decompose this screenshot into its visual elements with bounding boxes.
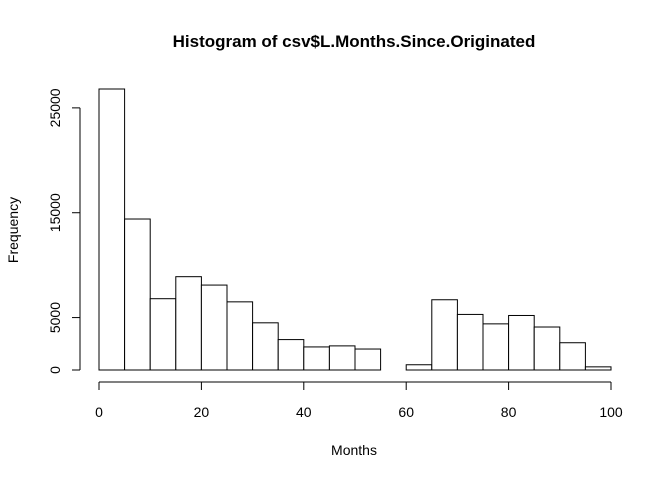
y-tick-label: 5000	[47, 302, 63, 333]
x-tick-label: 20	[194, 404, 210, 420]
histogram-bar	[584, 366, 612, 371]
histogram-bar	[149, 298, 177, 371]
histogram-bar	[431, 299, 458, 371]
histogram-bar	[200, 284, 228, 371]
histogram-bar	[252, 322, 279, 371]
histogram-bar	[405, 364, 433, 371]
x-tick-label: 100	[599, 404, 623, 420]
histogram-bar	[98, 88, 126, 371]
histogram-bar	[354, 348, 382, 371]
x-tick-label: 40	[296, 404, 312, 420]
y-tick-label: 0	[47, 366, 63, 374]
histogram-bar	[124, 218, 151, 371]
x-tick-label: 80	[501, 404, 517, 420]
y-axis-label: Frequency	[5, 197, 21, 263]
y-tick-label: 25000	[47, 88, 63, 127]
histogram-bar	[303, 346, 330, 371]
y-tick-label: 15000	[47, 193, 63, 232]
bars-group	[98, 88, 612, 371]
x-tick-label: 60	[398, 404, 414, 420]
chart-title: Histogram of csv$L.Months.Since.Originat…	[173, 32, 536, 51]
x-axis: 0 20 40 60 80 100	[95, 381, 623, 420]
histogram-bar	[482, 323, 510, 371]
histogram-bar	[175, 276, 202, 371]
histogram-bar	[328, 345, 356, 371]
histogram-bar	[559, 342, 586, 371]
histogram-bar	[533, 326, 561, 371]
x-tick-label: 0	[95, 404, 103, 420]
histogram-bar	[277, 339, 305, 371]
histogram-bar	[508, 314, 535, 371]
y-axis: 0 5000 15000 25000	[47, 88, 81, 374]
x-axis-label: Months	[331, 442, 377, 458]
histogram-bar	[456, 313, 484, 371]
histogram-bar	[226, 301, 254, 371]
